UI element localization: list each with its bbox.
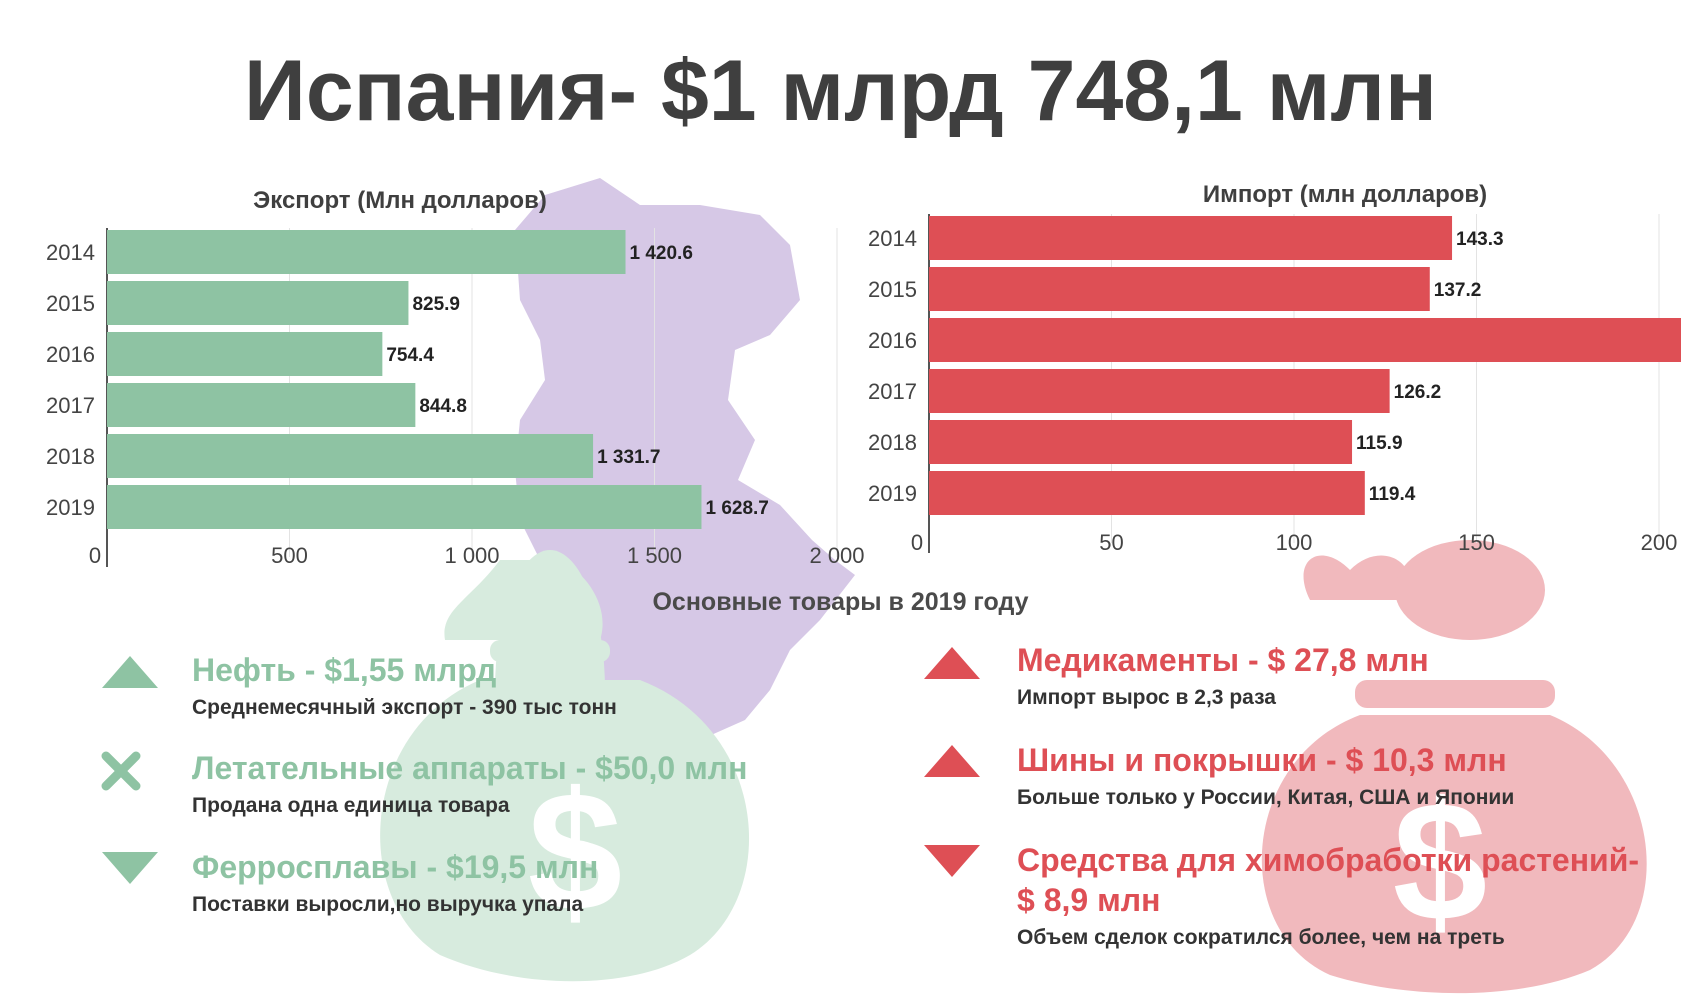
export-x-tick-label: 2 000 xyxy=(809,543,864,568)
triangle-up-icon xyxy=(102,656,158,688)
import-x-tick-label: 100 xyxy=(1276,530,1313,555)
import-value-label: 126.2 xyxy=(1394,382,1442,403)
export-bar xyxy=(107,332,383,376)
import-chart-title: Импорт (млн долларов) xyxy=(1203,181,1487,208)
import-good-2-desc: Больше только у России, Китая, США и Япо… xyxy=(1017,786,1515,809)
export-value-label: 1 420.6 xyxy=(630,243,693,264)
export-bar xyxy=(107,383,416,427)
export-x-tick-label: 500 xyxy=(271,543,308,568)
triangle-up-icon xyxy=(924,647,980,679)
import-value-label: 115.9 xyxy=(1356,433,1403,454)
export-good-1: Нефть - $1,55 млрд Среднемесячный экспор… xyxy=(192,650,617,720)
export-bar xyxy=(107,485,702,529)
import-good-1-desc: Импорт вырос в 2,3 раза xyxy=(1017,686,1276,709)
export-x-tick-label: 1 000 xyxy=(444,543,499,568)
triangle-down-icon xyxy=(924,845,980,877)
import-good-2: Шины и покрышки - $ 10,3 млн Больше толь… xyxy=(1017,740,1514,810)
import-bar xyxy=(929,216,1453,260)
cross-icon xyxy=(101,751,141,791)
import-bar xyxy=(929,420,1353,464)
import-good-3-desc: Объем сделок сократился более, чем на тр… xyxy=(1017,926,1505,949)
import-x-tick-label: 0 xyxy=(911,530,923,555)
import-x-tick-label: 150 xyxy=(1458,530,1495,555)
import-value-label: 119.4 xyxy=(1369,484,1416,505)
import-bar xyxy=(929,318,1681,362)
import-value-label: 143.3 xyxy=(1456,229,1504,250)
export-category-label: 2018 xyxy=(46,444,95,469)
import-good-2-title: Шины и покрышки - $ 10,3 млн xyxy=(1017,742,1507,778)
triangle-down-icon xyxy=(102,852,158,884)
import-category-label: 2017 xyxy=(868,379,917,404)
export-good-2-desc: Продана одна единица товара xyxy=(192,794,510,817)
export-good-1-desc: Среднемесячный экспорт - 390 тыс тонн xyxy=(192,696,617,719)
import-good-3: Средства для химобработки растений- $ 8,… xyxy=(1017,840,1657,950)
export-value-label: 1 628.7 xyxy=(705,498,768,519)
export-good-2-title: Летательные аппараты - $50,0 млн xyxy=(192,750,748,786)
money-bag-right: $ xyxy=(1261,540,1647,994)
money-bag-left: $ xyxy=(380,550,750,982)
import-category-label: 2015 xyxy=(868,277,917,302)
export-good-3: Ферросплавы - $19,5 млн Поставки выросли… xyxy=(192,847,598,917)
export-good-1-title: Нефть - $1,55 млрд xyxy=(192,652,497,688)
export-value-label: 844.8 xyxy=(419,396,467,417)
import-good-1-title: Медикаменты - $ 27,8 млн xyxy=(1017,642,1429,678)
export-x-tick-label: 0 xyxy=(89,543,101,568)
page-title: Испания- $1 млрд 748,1 млн xyxy=(244,43,1437,139)
import-bar xyxy=(929,267,1430,311)
spain-map-silhouette xyxy=(515,178,855,740)
import-category-label: 2019 xyxy=(868,481,917,506)
export-good-3-desc: Поставки выросли,но выручка упала xyxy=(192,893,584,916)
svg-text:$: $ xyxy=(1393,767,1488,957)
export-chart-title: Экспорт (Млн долларов) xyxy=(253,187,547,214)
export-category-label: 2014 xyxy=(46,240,95,265)
export-value-label: 825.9 xyxy=(412,294,460,315)
export-good-3-title: Ферросплавы - $19,5 млн xyxy=(192,849,599,885)
export-bar xyxy=(107,281,409,325)
triangle-up-icon xyxy=(924,745,980,777)
import-value-label: 137.2 xyxy=(1434,280,1482,301)
export-category-label: 2017 xyxy=(46,393,95,418)
import-x-tick-label: 200 xyxy=(1641,530,1678,555)
export-category-label: 2016 xyxy=(46,342,95,367)
export-category-label: 2015 xyxy=(46,291,95,316)
import-x-tick-label: 50 xyxy=(1099,530,1123,555)
import-category-label: 2016 xyxy=(868,328,917,353)
export-good-2: Летательные аппараты - $50,0 млн Продана… xyxy=(192,748,747,818)
svg-text:$: $ xyxy=(528,757,623,947)
export-category-label: 2019 xyxy=(46,495,95,520)
export-bar xyxy=(107,230,626,274)
import-bar xyxy=(929,471,1365,515)
import-good-1: Медикаменты - $ 27,8 млн Импорт вырос в … xyxy=(1017,640,1429,710)
import-category-label: 2018 xyxy=(868,430,917,455)
export-bar xyxy=(107,434,594,478)
export-value-label: 754.4 xyxy=(386,345,434,366)
import-bar xyxy=(929,369,1390,413)
import-good-3-title: Средства для химобработки растений- $ 8,… xyxy=(1017,842,1640,918)
export-value-label: 1 331.7 xyxy=(597,447,660,468)
import-category-label: 2014 xyxy=(868,226,917,251)
goods-subtitle: Основные товары в 2019 году xyxy=(652,588,1029,616)
export-x-tick-label: 1 500 xyxy=(627,543,682,568)
